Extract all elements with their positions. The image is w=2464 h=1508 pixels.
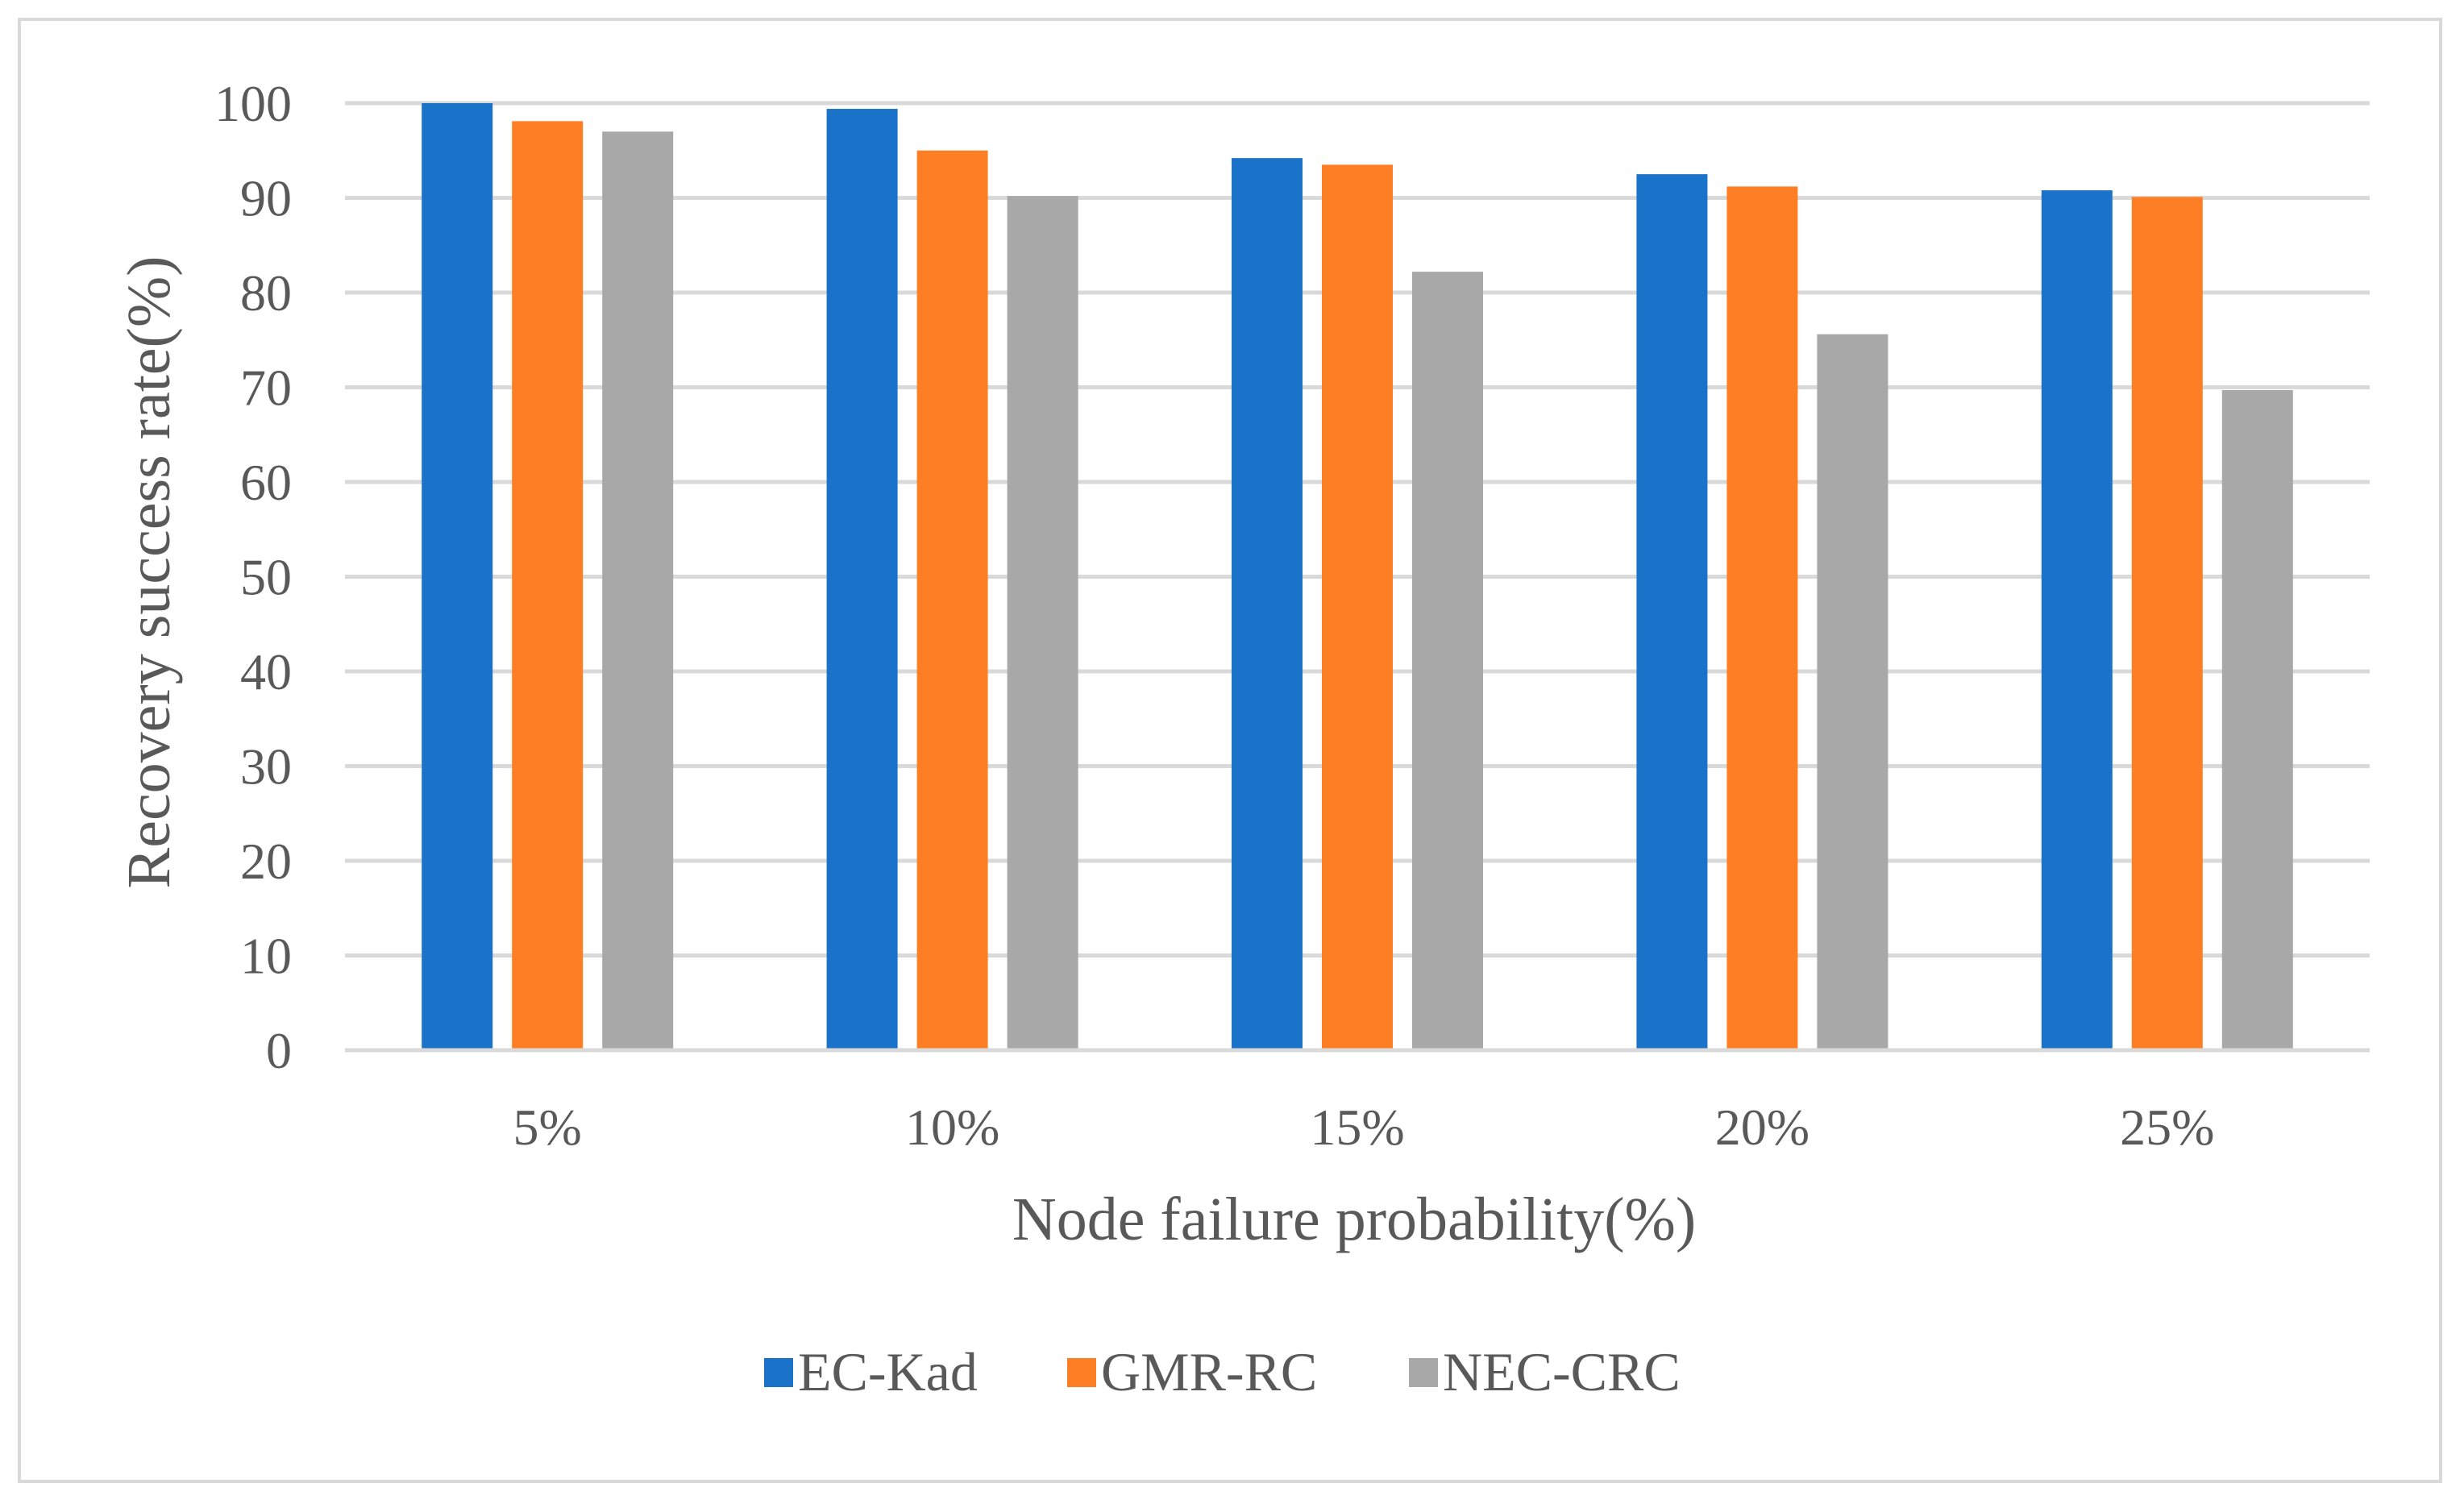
x-axis-title: Node failure probability(%): [1012, 1186, 1696, 1253]
bar-ec-kad-10pct: [826, 109, 898, 1050]
x-tick-label: 20%: [1715, 1099, 1810, 1156]
y-tick-label: 0: [266, 1022, 292, 1079]
bar-gmr-rc-20pct: [1726, 186, 1798, 1050]
legend-swatch-nec-crc: [1409, 1358, 1438, 1387]
bar-nec-crc-25pct: [2221, 390, 2293, 1050]
bar-ec-kad-20pct: [1636, 174, 1708, 1050]
bar-nec-crc-5pct: [602, 131, 674, 1050]
y-tick-label: 30: [240, 738, 292, 796]
bar-gmr-rc-10pct: [916, 150, 988, 1050]
y-tick-label: 80: [240, 264, 292, 322]
x-tick-label: 5%: [513, 1099, 582, 1156]
legend-label-nec-crc: NEC-CRC: [1443, 1341, 1681, 1402]
legend: EC-Kad GMR-RC NEC-CRC: [764, 1341, 1681, 1402]
bar-gmr-rc-5pct: [512, 121, 584, 1051]
bar-nec-crc-20pct: [1817, 334, 1889, 1050]
bars: [422, 103, 2293, 1051]
y-tick-label: 70: [240, 359, 292, 417]
legend-label-gmr-rc: GMR-RC: [1101, 1341, 1317, 1402]
bar-gmr-rc-15pct: [1322, 164, 1393, 1050]
y-tick-label: 40: [240, 643, 292, 700]
y-axis-title: Recovery success rate(%): [115, 256, 183, 889]
x-tick-label: 15%: [1310, 1099, 1404, 1156]
bar-nec-crc-10pct: [1007, 196, 1078, 1050]
y-tick-labels: 0 10 20 30 40 50 60 70 80 90 100: [214, 75, 292, 1079]
x-tick-label: 25%: [2120, 1099, 2214, 1156]
bar-ec-kad-25pct: [2041, 190, 2113, 1051]
y-tick-label: 90: [240, 170, 292, 227]
bar-gmr-rc-25pct: [2131, 197, 2203, 1051]
legend-swatch-ec-kad: [764, 1358, 793, 1387]
y-tick-label: 60: [240, 454, 292, 511]
y-tick-label: 100: [214, 75, 292, 132]
x-tick-labels: 5% 10% 15% 20% 25%: [513, 1099, 2215, 1156]
legend-swatch-gmr-rc: [1067, 1358, 1096, 1387]
bar-nec-crc-15pct: [1412, 272, 1483, 1050]
y-tick-label: 20: [240, 833, 292, 890]
bar-ec-kad-5pct: [422, 103, 493, 1050]
y-tick-label: 50: [240, 549, 292, 606]
x-tick-label: 10%: [905, 1099, 999, 1156]
legend-label-ec-kad: EC-Kad: [798, 1341, 978, 1402]
bar-ec-kad-15pct: [1232, 158, 1303, 1050]
y-tick-label: 10: [240, 928, 292, 985]
